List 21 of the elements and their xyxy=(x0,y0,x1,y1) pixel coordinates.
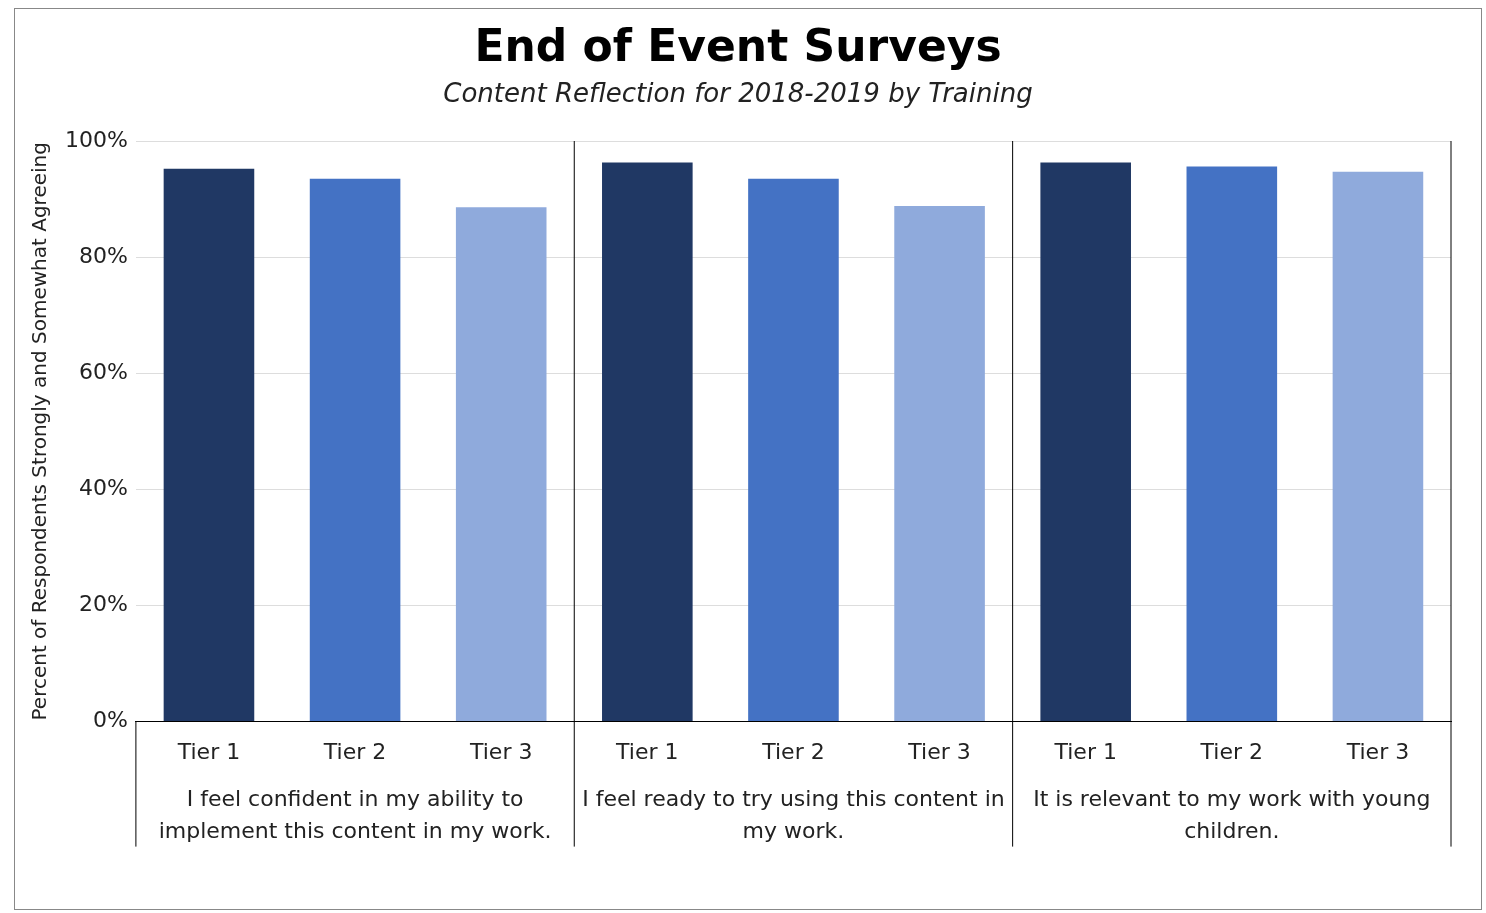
x-tick-label: Tier 3 xyxy=(1345,738,1410,764)
x-tick-label: Tier 3 xyxy=(468,738,533,764)
chart-subtitle: Content Reflection for 2018-2019 by Training xyxy=(443,78,1033,109)
x-tick-label: Tier 1 xyxy=(615,738,679,764)
text: I feel ready to try using this content in my work. xyxy=(582,786,1005,844)
chart-title: End of Event Surveys xyxy=(474,19,1002,71)
x-tick-label: Tier 1 xyxy=(176,738,241,764)
y-tick-label: 20% xyxy=(78,591,128,617)
x-tick-label: Tier 1 xyxy=(1053,738,1117,764)
y-tick-label: 80% xyxy=(78,242,128,268)
y-tick-label: 40% xyxy=(78,475,128,501)
x-tick-label: Tier 3 xyxy=(907,738,971,764)
x-tick-label: Tier 2 xyxy=(761,738,825,764)
x-tick-label: Tier 2 xyxy=(322,738,387,764)
y-axis-title: Percent of Respondents Strongly and Somewhat Agreeing xyxy=(27,142,52,721)
x-tick-label: Tier 2 xyxy=(1199,738,1264,764)
y-tick-label: 0% xyxy=(92,707,128,733)
y-tick-label: 100% xyxy=(64,126,128,152)
text: It is relevant to my work with young children. xyxy=(1033,786,1431,844)
text: I feel confident in my ability to implement this content in my work. xyxy=(158,786,552,844)
y-tick-label: 60% xyxy=(78,358,128,384)
